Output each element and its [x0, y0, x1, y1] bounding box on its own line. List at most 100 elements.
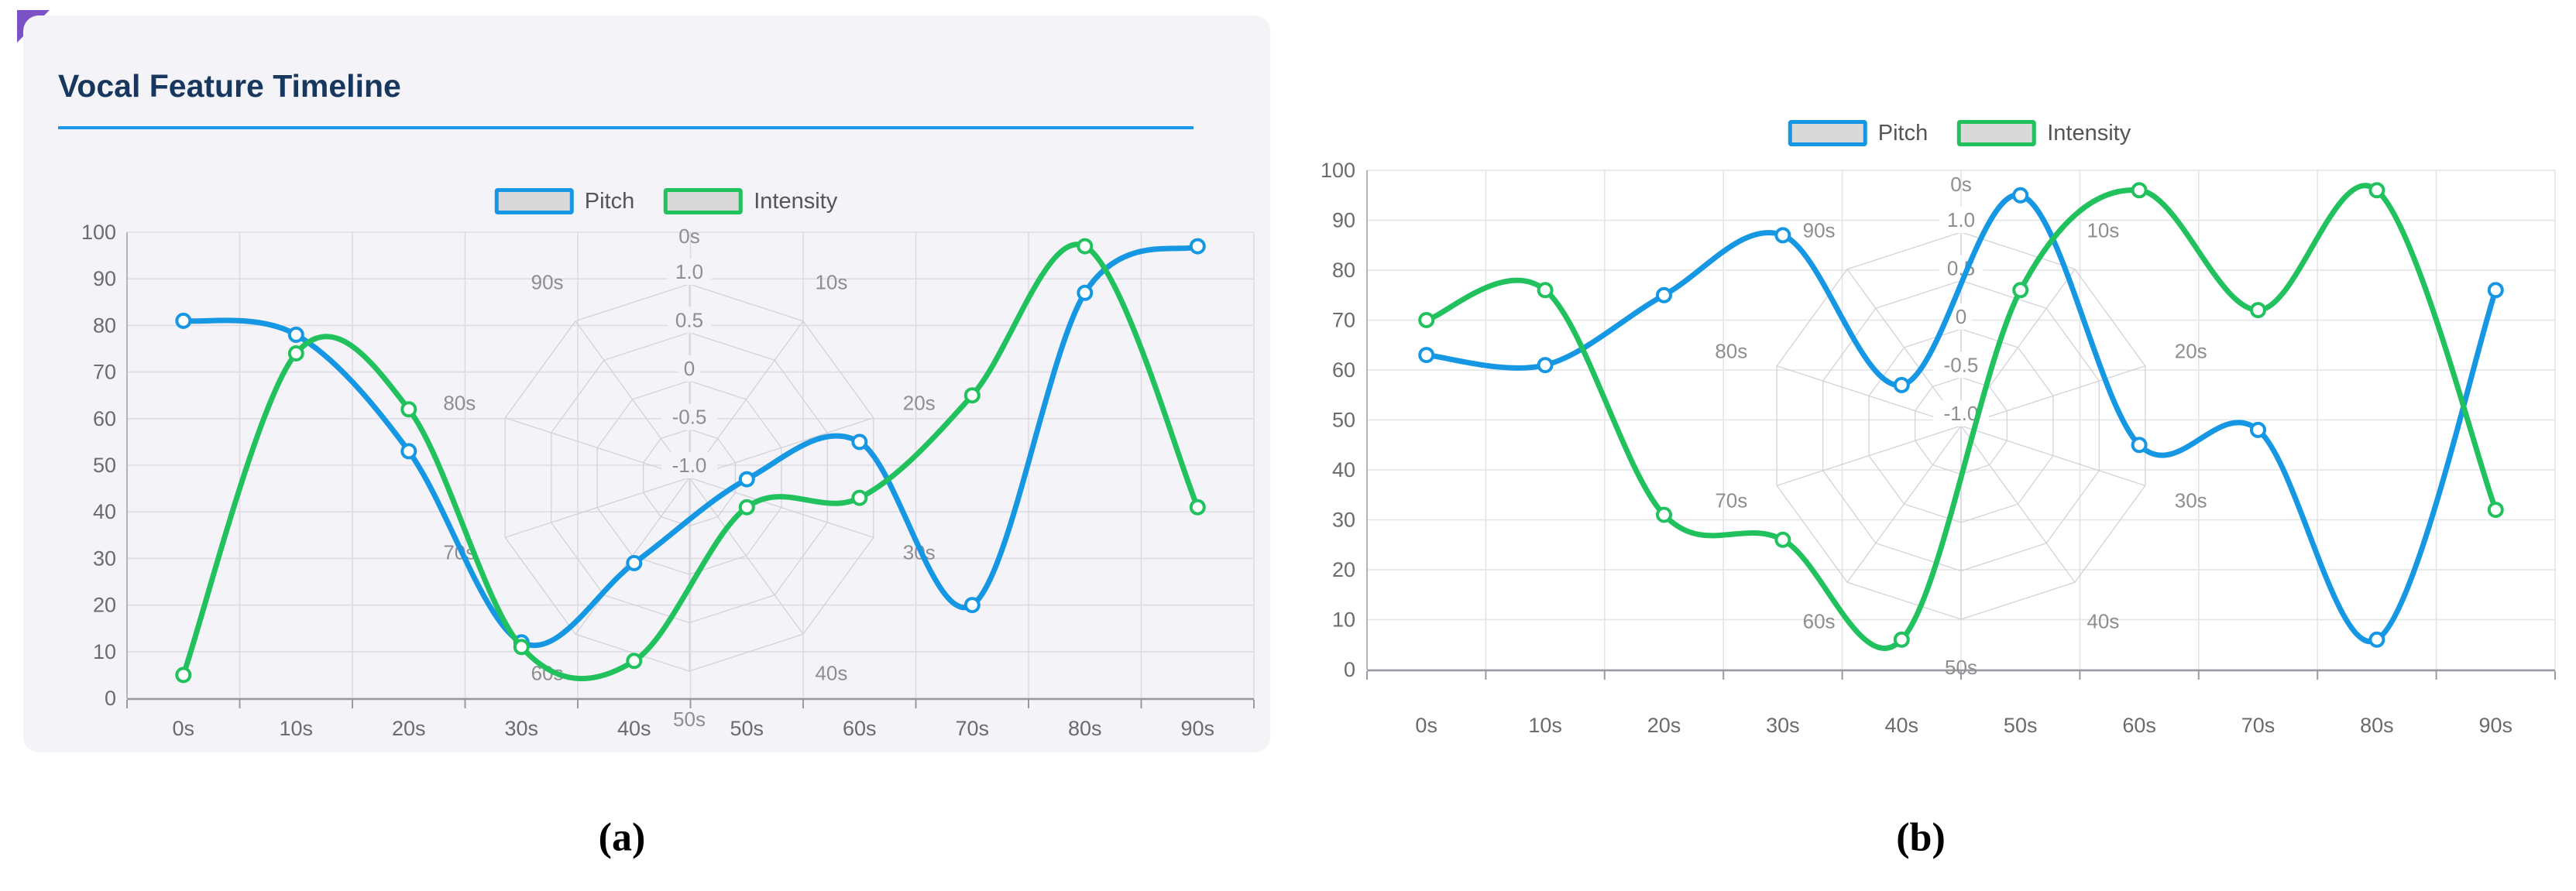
x-axis-label: 20s	[392, 717, 426, 740]
x-axis-label: 90s	[1180, 717, 1214, 740]
radar-indicator-label: 90s	[1803, 219, 1836, 242]
radar-tick-halo	[678, 355, 700, 382]
pitch-swatch-icon	[1788, 120, 1867, 146]
intensity-point	[2368, 182, 2385, 199]
x-axis-label: 50s	[2004, 714, 2038, 737]
intensity-point	[963, 387, 981, 404]
radar-indicator-label: 40s	[2087, 609, 2119, 632]
radar-indicator-label: 0s	[678, 224, 699, 248]
radar-tick-halo	[667, 259, 712, 285]
y-axis-label: 20	[93, 594, 116, 617]
radar-spoke	[1777, 425, 1962, 486]
legend-item-intensity-b[interactable]: Intensity	[1957, 120, 2131, 146]
y-axis-label: 60	[93, 407, 116, 430]
vocal-feature-card	[23, 15, 1270, 752]
pitch-point	[1774, 227, 1791, 244]
radar-tick-label: -0.5	[672, 406, 707, 429]
intensity-point	[1537, 282, 1554, 299]
page-title: Vocal Feature Timeline	[58, 68, 401, 104]
title-underline	[58, 126, 1194, 129]
legend-item-pitch-b[interactable]: Pitch	[1788, 120, 1928, 146]
x-axis-label: 70s	[955, 717, 989, 740]
pitch-point	[2368, 631, 2385, 648]
y-axis-label: 30	[93, 547, 116, 570]
y-axis-label: 20	[1332, 558, 1355, 581]
intensity-point	[2012, 282, 2029, 299]
radar-spoke	[505, 417, 690, 478]
intensity-point	[2250, 302, 2266, 319]
pitch-point	[1656, 286, 1672, 303]
legend-b: Pitch Intensity	[1788, 120, 2131, 146]
x-axis-label: 80s	[1068, 717, 1102, 740]
y-axis-label: 90	[1332, 209, 1355, 232]
pitch-point	[1189, 238, 1206, 255]
x-axis-label: 40s	[617, 717, 651, 740]
radar-indicator-label: 70s	[1715, 488, 1747, 512]
intensity-swatch-icon	[1957, 120, 2037, 146]
radar-indicator-label: 60s	[1803, 609, 1836, 632]
radar-tick-halo	[1933, 351, 1989, 379]
pitch-line	[180, 243, 1200, 649]
legend-item-pitch-a[interactable]: Pitch	[494, 188, 635, 214]
intensity-swatch-icon	[664, 188, 744, 214]
pitch-point	[2131, 437, 2148, 454]
radar-tick-label: -1.0	[1944, 402, 1979, 425]
x-axis-label: 10s	[1528, 714, 1562, 737]
panel-a: 0 10 20 30 40 50 60 70 80 90 100 0s 10s 20s 30s 40s 50s 6…	[81, 221, 1255, 740]
pitch-swatch-icon	[494, 188, 574, 214]
x-axis-label: 30s	[504, 717, 538, 740]
intensity-point	[1189, 499, 1206, 516]
radar-tick-label: -0.5	[1944, 354, 1979, 377]
radar-tick-label: 0	[684, 357, 695, 380]
pitch-point	[175, 312, 192, 329]
x-axis-label: 30s	[1766, 714, 1800, 737]
radar-tick-label: 1.0	[1947, 208, 1975, 231]
radar-indicator-label: 80s	[1715, 340, 1747, 363]
y-axis-label: 80	[1332, 259, 1355, 282]
radar-tick-halo	[667, 307, 712, 334]
y-axis-label: 40	[1332, 458, 1355, 481]
x-axis-label: 60s	[2122, 714, 2156, 737]
intensity-point	[175, 667, 192, 684]
x-axis-label: 40s	[1885, 714, 1919, 737]
radar-spoke	[689, 417, 874, 478]
pitch-point	[287, 326, 304, 343]
legend-label-intensity: Intensity	[2047, 120, 2131, 146]
radar-spoke	[1960, 365, 2145, 427]
radar-tick-label: 1.0	[675, 260, 703, 283]
y-axis-label: 50	[1332, 409, 1355, 432]
pitch-point	[626, 554, 643, 571]
intensity-point	[738, 499, 755, 516]
intensity-point	[400, 401, 417, 418]
intensity-point	[1418, 312, 1435, 328]
x-axis-label: 90s	[2479, 714, 2513, 737]
panel-b: 0 10 20 30 40 50 60 70 80 90 100 0s 10s 20s 30s 40s 50s 6…	[1321, 159, 2556, 737]
x-axis-label: 20s	[1647, 714, 1681, 737]
legend-a: Pitch Intensity	[494, 188, 837, 214]
y-axis-label: 100	[81, 221, 116, 244]
intensity-point	[1656, 506, 1672, 523]
radar-spoke	[689, 320, 804, 478]
pitch-point	[1077, 284, 1094, 301]
radar-spoke	[1960, 425, 2076, 583]
y-axis-label: 0	[1344, 658, 1355, 681]
radar-indicator-label: 80s	[443, 392, 476, 415]
radar-spoke	[575, 320, 690, 478]
radar-spoke	[1777, 365, 1962, 427]
intensity-point	[1774, 531, 1791, 548]
pitch-point	[2250, 421, 2266, 438]
y-axis-label: 0	[105, 687, 116, 710]
legend-item-intensity-a[interactable]: Intensity	[664, 188, 837, 214]
y-axis-label: 10	[93, 640, 116, 663]
legend-label-pitch: Pitch	[584, 188, 635, 214]
y-axis-label: 80	[93, 314, 116, 337]
x-axis-label: 0s	[1415, 714, 1437, 737]
radar-spoke	[1960, 425, 2145, 486]
y-axis-label: 10	[1332, 608, 1355, 632]
intensity-point	[2131, 182, 2148, 199]
pitch-point	[963, 597, 981, 614]
radar-indicator-label: 40s	[815, 661, 847, 684]
radar-tick-halo	[661, 452, 717, 478]
intensity-point	[1893, 631, 1910, 648]
